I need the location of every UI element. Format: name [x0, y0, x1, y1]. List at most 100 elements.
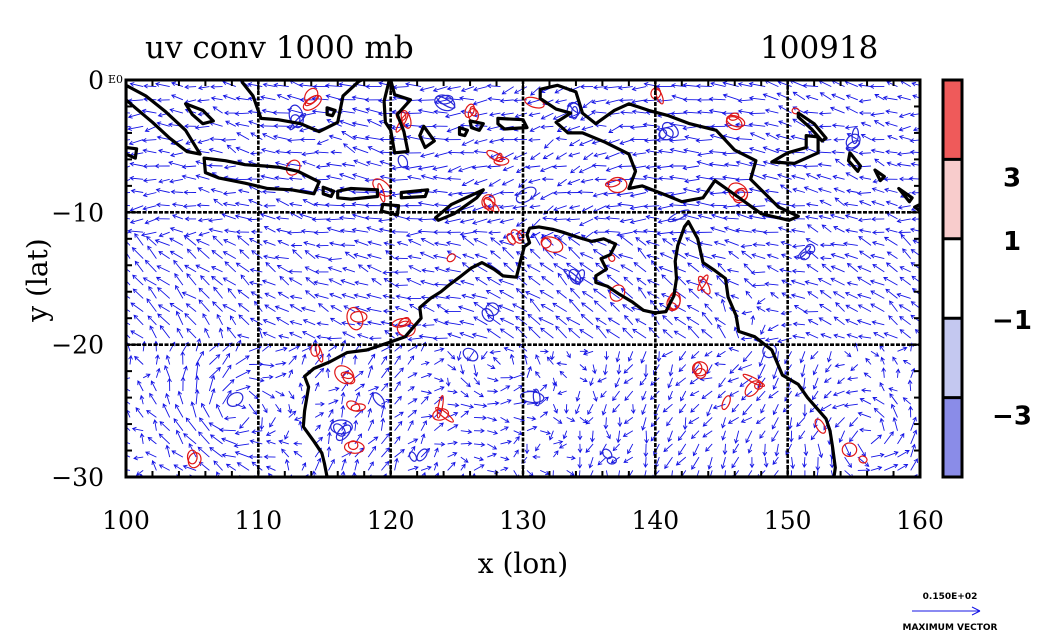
- wind-vector: [682, 109, 700, 115]
- wind-vector: [288, 345, 301, 352]
- wind-vector: [248, 198, 263, 207]
- wind-vector: [330, 305, 342, 312]
- wind-vector: [734, 430, 740, 444]
- wind-vector: [473, 364, 479, 377]
- wind-vector: [195, 238, 210, 246]
- wind-vector: [162, 403, 171, 418]
- wind-vector: [924, 409, 929, 418]
- wind-vector: [473, 428, 485, 434]
- wind-vector: [169, 108, 184, 114]
- positive-contour: [604, 179, 621, 188]
- wind-vector: [605, 329, 620, 339]
- wind-vector: [262, 189, 276, 195]
- wind-vector: [898, 304, 911, 312]
- wind-vector: [259, 123, 276, 129]
- wind-vector: [133, 314, 144, 326]
- coastline: [126, 83, 202, 156]
- wind-vector: [488, 139, 501, 144]
- wind-vector: [499, 328, 514, 339]
- wind-vector: [735, 160, 753, 167]
- wind-vector: [755, 417, 766, 425]
- wind-vector: [486, 328, 501, 339]
- wind-vector: [865, 357, 872, 365]
- wind-vector: [500, 456, 510, 461]
- wind-vector: [843, 201, 858, 207]
- wind-vector: [432, 254, 448, 260]
- wind-vector: [420, 395, 429, 405]
- wind-vector: [565, 262, 581, 273]
- wind-vector: [421, 414, 434, 419]
- wind-vector: [859, 398, 872, 405]
- wind-vector: [765, 307, 779, 313]
- wind-vector: [858, 150, 872, 156]
- wind-vector: [714, 361, 726, 367]
- wind-vector: [330, 149, 342, 155]
- wind-vector: [600, 390, 607, 398]
- wind-vector: [869, 84, 885, 89]
- wind-vector: [532, 454, 541, 460]
- wind-vector: [897, 432, 905, 445]
- wind-vector: [198, 231, 210, 237]
- wind-vector: [328, 278, 342, 286]
- wind-vector: [604, 351, 609, 361]
- wind-vector: [139, 394, 145, 405]
- wind-vector: [499, 190, 514, 195]
- wind-vector: [239, 417, 250, 429]
- wind-vector: [302, 319, 316, 326]
- wind-vector: [910, 416, 917, 431]
- wind-vector: [366, 264, 382, 273]
- wind-vector: [249, 361, 264, 367]
- wind-vector: [682, 97, 700, 103]
- wind-vector: [224, 261, 237, 273]
- wind-vector: [210, 96, 223, 101]
- wind-vector: [158, 464, 170, 471]
- wind-vector: [474, 277, 488, 286]
- negative-contour: [332, 423, 346, 437]
- wind-vector: [616, 430, 621, 444]
- wind-vector: [182, 365, 188, 378]
- wind-vector: [658, 265, 673, 273]
- wind-vector: [870, 290, 885, 299]
- wind-vector: [610, 456, 620, 464]
- wind-vector: [606, 274, 620, 286]
- negative-contour: [408, 451, 418, 462]
- wind-vector: [910, 301, 920, 310]
- wind-vector: [273, 82, 289, 88]
- wind-vector: [745, 430, 753, 444]
- wind-vector: [173, 464, 184, 471]
- wind-vector: [461, 178, 475, 186]
- wind-vector: [542, 215, 554, 221]
- wind-vector: [394, 283, 408, 288]
- wind-vector: [234, 451, 250, 458]
- wind-vector: [609, 301, 620, 312]
- wind-vector: [817, 443, 824, 459]
- wind-vector: [156, 135, 170, 141]
- wind-vector: [562, 430, 568, 440]
- wind-vector: [196, 247, 210, 259]
- wind-vector: [298, 382, 304, 392]
- wind-vector: [728, 250, 739, 259]
- wind-vector: [164, 364, 171, 378]
- x-axis-label: x (lon): [478, 547, 568, 580]
- wind-vector: [552, 217, 567, 222]
- wind-vector: [750, 270, 766, 276]
- wind-vector: [275, 317, 290, 326]
- wind-vector: [141, 138, 157, 143]
- wind-vector: [213, 286, 223, 299]
- wind-vector: [833, 316, 845, 326]
- wind-vector: [845, 484, 856, 491]
- wind-vector: [377, 218, 395, 223]
- wind-vector: [706, 404, 713, 417]
- wind-vector: [318, 303, 329, 312]
- wind-vector: [357, 264, 369, 273]
- wind-vector: [182, 203, 197, 209]
- wind-vector: [460, 463, 466, 471]
- reference-vector: 0.150E+02 MAXIMUM VECTOR: [902, 592, 997, 633]
- wind-vector: [421, 304, 435, 312]
- wind-vector: [522, 484, 527, 489]
- wind-vector: [394, 411, 404, 418]
- positive-contour: [697, 275, 711, 295]
- wind-vector: [364, 135, 382, 141]
- wind-vector: [687, 262, 700, 273]
- wind-vector: [643, 204, 660, 209]
